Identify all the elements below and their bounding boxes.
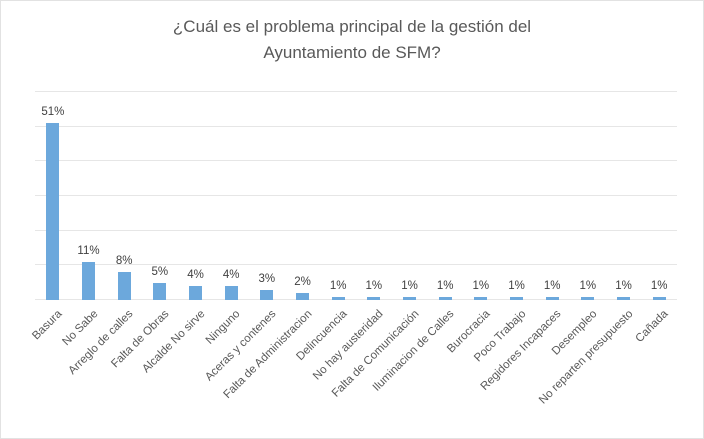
plot-area: 51% Basura 11% No Sabe 8% Arreglo de calles 5%… xyxy=(30,91,677,406)
bar-value-label: 1% xyxy=(365,279,383,292)
bar xyxy=(82,261,95,300)
bar-value-label: 1% xyxy=(436,279,454,292)
bar-value-label: 1% xyxy=(543,279,561,292)
gridline xyxy=(35,299,677,300)
bar xyxy=(331,296,345,300)
bar xyxy=(296,293,309,300)
bar-value-label: 1% xyxy=(615,279,632,292)
gridline xyxy=(35,91,677,92)
bar-value-label: 1% xyxy=(472,279,490,292)
gridline xyxy=(35,229,677,231)
bar xyxy=(367,296,381,300)
gridline xyxy=(35,160,677,162)
bar-value-label: 1% xyxy=(579,279,597,292)
bar xyxy=(46,123,60,300)
bar-value-label: 4% xyxy=(222,269,240,282)
bar xyxy=(510,296,523,300)
bar xyxy=(224,286,238,300)
bar-value-label: 5% xyxy=(151,265,169,278)
bar xyxy=(153,282,167,300)
bar xyxy=(581,296,595,300)
bar xyxy=(474,296,488,300)
bar-value-label: 1% xyxy=(401,279,418,292)
bar xyxy=(260,289,274,300)
chart-title: ¿Cuál es el problema principal de la ges… xyxy=(1,14,703,66)
bar xyxy=(403,296,416,300)
bar xyxy=(652,296,666,300)
bar xyxy=(438,296,452,300)
bar xyxy=(189,286,202,300)
bar-value-label: 3% xyxy=(258,272,276,285)
chart-title-line-2: Ayuntamiento de SFM? xyxy=(263,43,441,62)
bar-value-label: 2% xyxy=(294,276,311,289)
bar-value-label: 1% xyxy=(650,279,668,292)
bar xyxy=(117,272,131,300)
gridline xyxy=(35,264,677,266)
bar-value-label: 51% xyxy=(41,106,65,119)
gridline xyxy=(35,125,677,127)
bar-value-label: 8% xyxy=(115,255,133,268)
chart-title-line-1: ¿Cuál es el problema principal de la ges… xyxy=(172,17,532,36)
bar xyxy=(545,296,559,300)
gridline xyxy=(35,195,677,196)
bar-value-label: 11% xyxy=(77,244,100,257)
bar xyxy=(617,296,630,300)
bar-value-label: 4% xyxy=(187,269,204,282)
bar-value-label: 1% xyxy=(508,279,525,292)
bar-value-label: 1% xyxy=(329,279,347,292)
